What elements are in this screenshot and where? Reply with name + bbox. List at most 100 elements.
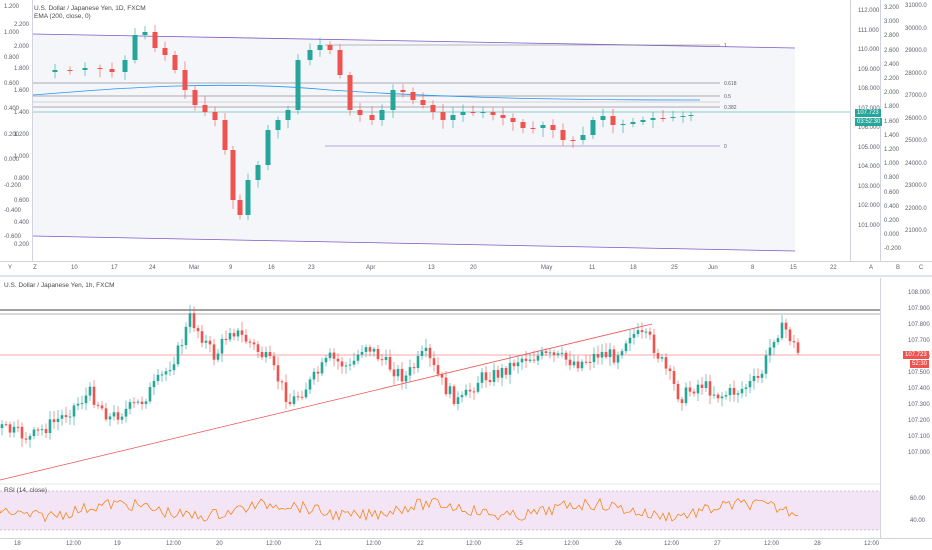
left-axis-label-17: 0.800: [14, 176, 30, 182]
hourly-candle-170: [168, 370, 172, 372]
right-button-b[interactable]: B: [895, 265, 900, 271]
hourly-candle-398: [396, 368, 400, 377]
daily-time-label-3: Mar: [189, 265, 200, 271]
hourly-candle-610: [608, 349, 612, 358]
daily-time-label-13: 25: [671, 265, 678, 271]
hourly-candle-370: [368, 347, 372, 352]
hourly-candle-514: [512, 362, 516, 367]
rsi-indicator-legend[interactable]: RSI (14, close): [4, 487, 47, 494]
daily-candle-12: [182, 70, 188, 90]
hourly-candle-290: [288, 401, 292, 404]
daily-time-label-16: 15: [790, 265, 797, 271]
hourly-candle-118: [116, 412, 120, 420]
hourly-candle-510: [508, 362, 512, 375]
hourly-time-label-2: 19: [114, 541, 121, 547]
hourly-candle-298: [296, 396, 300, 398]
hourly-candle-18: [16, 426, 20, 428]
right-axis-label-11: 101.000: [858, 222, 880, 229]
hourly-candle-490: [488, 380, 492, 383]
hourly-candle-658: [656, 353, 660, 359]
hourly-candle-6: [4, 424, 8, 426]
hourly-candle-178: [176, 345, 180, 365]
ema-indicator-legend[interactable]: EMA (200, close, 0): [34, 13, 91, 20]
daily-candle-9: [152, 32, 158, 48]
hourly-candle-606: [604, 351, 608, 358]
daily-candle-7: [132, 35, 138, 60]
hourly-time-label-14: 27: [714, 541, 721, 547]
hourly-time-label-5: 12:00: [266, 541, 282, 547]
right3-axis-label-5: 26000.0: [905, 115, 927, 122]
right3-axis-label-4: 27000.0: [905, 93, 927, 99]
hourly-candle-190: [188, 313, 192, 327]
hourly-candle-98: [96, 404, 100, 406]
hourly-candle-194: [192, 313, 196, 329]
daily-candles: [52, 24, 694, 220]
daily-candle-38: [440, 112, 446, 120]
hourly-candle-10: [8, 424, 12, 433]
daily-candle-37: [430, 105, 436, 112]
hourly-candle-506: [504, 367, 508, 375]
hourly-candle-478: [476, 382, 480, 392]
right3-axis-label-8: 23000.0: [905, 183, 927, 189]
hourly-candle-162: [160, 374, 164, 376]
left-button-y[interactable]: Y: [7, 265, 12, 271]
daily-price-chart[interactable]: 1 0.618 0.5 0.382 0: [0, 0, 932, 262]
daily-time-label-11: 11: [589, 265, 596, 271]
daily-time-label-2: 24: [149, 265, 156, 271]
hourly-axis-label-8: 107.200: [908, 418, 930, 424]
hourly-candle-726: [724, 395, 728, 397]
hourly-chart-pane[interactable]: U.S. Dollar / Japanese Yen, 1h, FXCM RSI…: [0, 278, 932, 550]
hourly-candle-366: [364, 347, 368, 352]
hourly-candle-150: [148, 387, 152, 402]
daily-candle-34: [400, 90, 406, 92]
daily-candle-42: [480, 112, 486, 113]
daily-candle-32: [379, 110, 385, 120]
hourly-candle-662: [660, 357, 664, 359]
hourly-candle-94: [92, 386, 96, 405]
hourly-candle-62: [60, 415, 64, 419]
hourly-candle-786: [784, 322, 788, 330]
hourly-candle-590: [588, 361, 592, 363]
right2-axis-label-6: 2.000: [884, 90, 900, 97]
hourly-candle-38: [36, 429, 40, 431]
hourly-candle-322: [320, 362, 324, 374]
hourly-candle-378: [376, 348, 380, 360]
hourly-candle-186: [184, 326, 188, 346]
hourly-candle-674: [672, 371, 676, 384]
hourly-candle-686: [684, 387, 688, 404]
hourly-candle-274: [272, 356, 276, 366]
hourly-candle-330: [328, 352, 332, 359]
hourly-candle-174: [172, 364, 176, 371]
hourly-candle-638: [636, 330, 640, 334]
hourly-candle-782: [780, 322, 784, 339]
rsi-line: [0, 497, 798, 523]
right2-axis-label-3: 2.600: [884, 47, 900, 54]
right-button-a[interactable]: A: [868, 265, 873, 271]
hourly-candle-66: [64, 415, 68, 418]
right3-axis-label-1: 30000.0: [905, 25, 927, 32]
left-axis-label-4: 0.400: [4, 106, 20, 112]
right3-axis-label-6: 25000.0: [905, 138, 927, 144]
daily-candle-61: [670, 117, 676, 118]
hourly-candle-262: [260, 351, 264, 358]
hourly-candle-226: [224, 338, 228, 340]
hourly-candle-694: [692, 391, 696, 394]
hourly-candle-538: [536, 355, 540, 361]
hourly-candle-286: [284, 382, 288, 402]
right-button-c[interactable]: C: [918, 265, 924, 271]
daily-candle-15: [212, 112, 218, 120]
hourly-candle-746: [744, 387, 748, 389]
left-button-z[interactable]: Z: [33, 265, 37, 271]
hourly-candle-650: [648, 331, 652, 335]
hourly-candle-546: [544, 351, 548, 353]
hourly-price-chart[interactable]: [0, 278, 880, 538]
pane-divider[interactable]: [0, 275, 932, 277]
daily-chart-pane[interactable]: U.S. Dollar / Japanese Yen, 1D, FXCM EMA…: [0, 0, 932, 271]
hourly-candle-698: [696, 384, 700, 394]
hourly-candle-106: [104, 408, 108, 420]
hourly-candle-110: [108, 416, 112, 420]
hourly-candle-270: [268, 352, 272, 357]
hourly-candle-734: [732, 387, 736, 395]
daily-time-label-15: 8: [751, 265, 755, 271]
hourly-candle-718: [716, 394, 720, 399]
